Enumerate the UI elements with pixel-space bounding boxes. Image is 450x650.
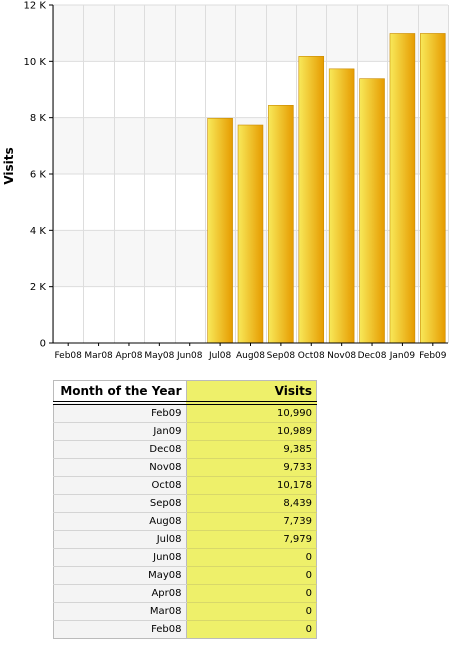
bar-dec08 [359, 78, 385, 344]
y-tick-label: 2 K [30, 282, 47, 293]
table-row: Feb09 10,990 [53, 403, 317, 423]
bar-feb09 [420, 33, 446, 344]
y-tick-label: 8 K [30, 113, 47, 124]
table-row: Jan09 10,989 [53, 422, 317, 441]
table-row: Dec08 9,385 [53, 440, 317, 459]
table-row: Nov08 9,733 [53, 458, 317, 477]
cell-month: Mar08 [53, 602, 187, 621]
cell-month: Dec08 [53, 440, 187, 459]
table-body: Feb09 10,990 Jan09 10,989 Dec08 9,385 Nov08 9,7… [53, 403, 317, 639]
y-tick-labels: 0 2 K 4 K 6 K 8 K 10 K 12 K [24, 1, 53, 350]
cell-visits: 10,178 [186, 476, 317, 495]
table-header-row: Month of the Year Visits [53, 380, 317, 405]
y-tick-label: 4 K [30, 226, 47, 237]
cell-visits: 7,739 [186, 512, 317, 531]
cell-visits: 0 [186, 584, 317, 603]
table-row: Aug08 7,739 [53, 512, 317, 531]
x-tick-label: Feb09 [419, 351, 447, 361]
bar-jul08 [207, 117, 233, 344]
x-tick-label: Apr08 [115, 351, 142, 361]
cell-month: May08 [53, 566, 187, 585]
x-tick-label: Oct08 [298, 351, 325, 361]
cell-month: Feb09 [53, 403, 187, 423]
cell-month: Nov08 [53, 458, 187, 477]
cell-visits: 0 [186, 620, 317, 639]
visits-data-table: Month of the Year Visits Feb09 10,990 Jan0… [53, 380, 317, 639]
column-header-visits[interactable]: Visits [186, 380, 317, 405]
cell-visits: 0 [186, 548, 317, 567]
cell-month: Oct08 [53, 476, 187, 495]
bar-jan09 [389, 33, 416, 344]
table-row: Oct08 10,178 [53, 476, 317, 495]
cell-visits: 9,385 [186, 440, 317, 459]
cell-visits: 7,979 [186, 530, 317, 549]
table-row: Sep08 8,439 [53, 494, 317, 513]
x-tick-labels: Feb08 Mar08 Apr08 May08 Jun08 Jul08 Aug08 Sep08… [54, 343, 447, 361]
x-tick-label: Jan09 [389, 351, 416, 361]
cell-month: Jun08 [53, 548, 187, 567]
table-row: Jul08 7,979 [53, 530, 317, 549]
table-row: Apr08 0 [53, 584, 317, 603]
bar-aug08 [237, 124, 264, 344]
x-tick-label: Feb08 [54, 351, 82, 361]
cell-month: Jan09 [53, 422, 187, 441]
y-tick-label: 0 [40, 339, 46, 350]
cell-month: Apr08 [53, 584, 187, 603]
x-tick-label: Jul08 [208, 351, 232, 361]
x-tick-label: Jun08 [176, 351, 203, 361]
y-tick-label: 10 K [24, 57, 47, 68]
cell-month: Jul08 [53, 530, 187, 549]
grid-band [53, 61, 448, 118]
bars [207, 33, 446, 344]
visits-bar-chart: 0 2 K 4 K 6 K 8 K 10 K 12 K Feb08 Mar08 Apr08 May… [2, 1, 449, 361]
cell-month: Sep08 [53, 494, 187, 513]
bar-nov08 [328, 68, 355, 344]
grid-band [53, 5, 448, 62]
table-row: Mar08 0 [53, 602, 317, 621]
cell-month: Feb08 [53, 620, 187, 639]
x-tick-label: Sep08 [267, 351, 296, 361]
table-row: May08 0 [53, 566, 317, 585]
table-row: Feb08 0 [53, 620, 317, 639]
y-tick-label: 6 K [30, 170, 47, 181]
cell-visits: 0 [186, 566, 317, 585]
cell-visits: 10,990 [186, 403, 317, 423]
chart-svg: 0 2 K 4 K 6 K 8 K 10 K 12 K Feb08 Mar08 Apr08 May… [2, 1, 449, 361]
x-tick-label: Dec08 [358, 351, 387, 361]
cell-visits: 0 [186, 602, 317, 621]
cell-visits: 9,733 [186, 458, 317, 477]
y-axis-title: Visits [2, 147, 16, 184]
x-tick-label: May08 [144, 351, 174, 361]
bar-oct08 [298, 56, 325, 344]
cell-visits: 10,989 [186, 422, 317, 441]
y-tick-label: 12 K [24, 1, 47, 12]
column-header-month[interactable]: Month of the Year [53, 380, 187, 405]
x-tick-label: Nov08 [327, 351, 356, 361]
x-tick-label: Mar08 [84, 351, 113, 361]
bar-sep08 [268, 105, 294, 344]
cell-month: Aug08 [53, 512, 187, 531]
cell-visits: 8,439 [186, 494, 317, 513]
table-row: Jun08 0 [53, 548, 317, 567]
x-tick-label: Aug08 [236, 351, 265, 361]
